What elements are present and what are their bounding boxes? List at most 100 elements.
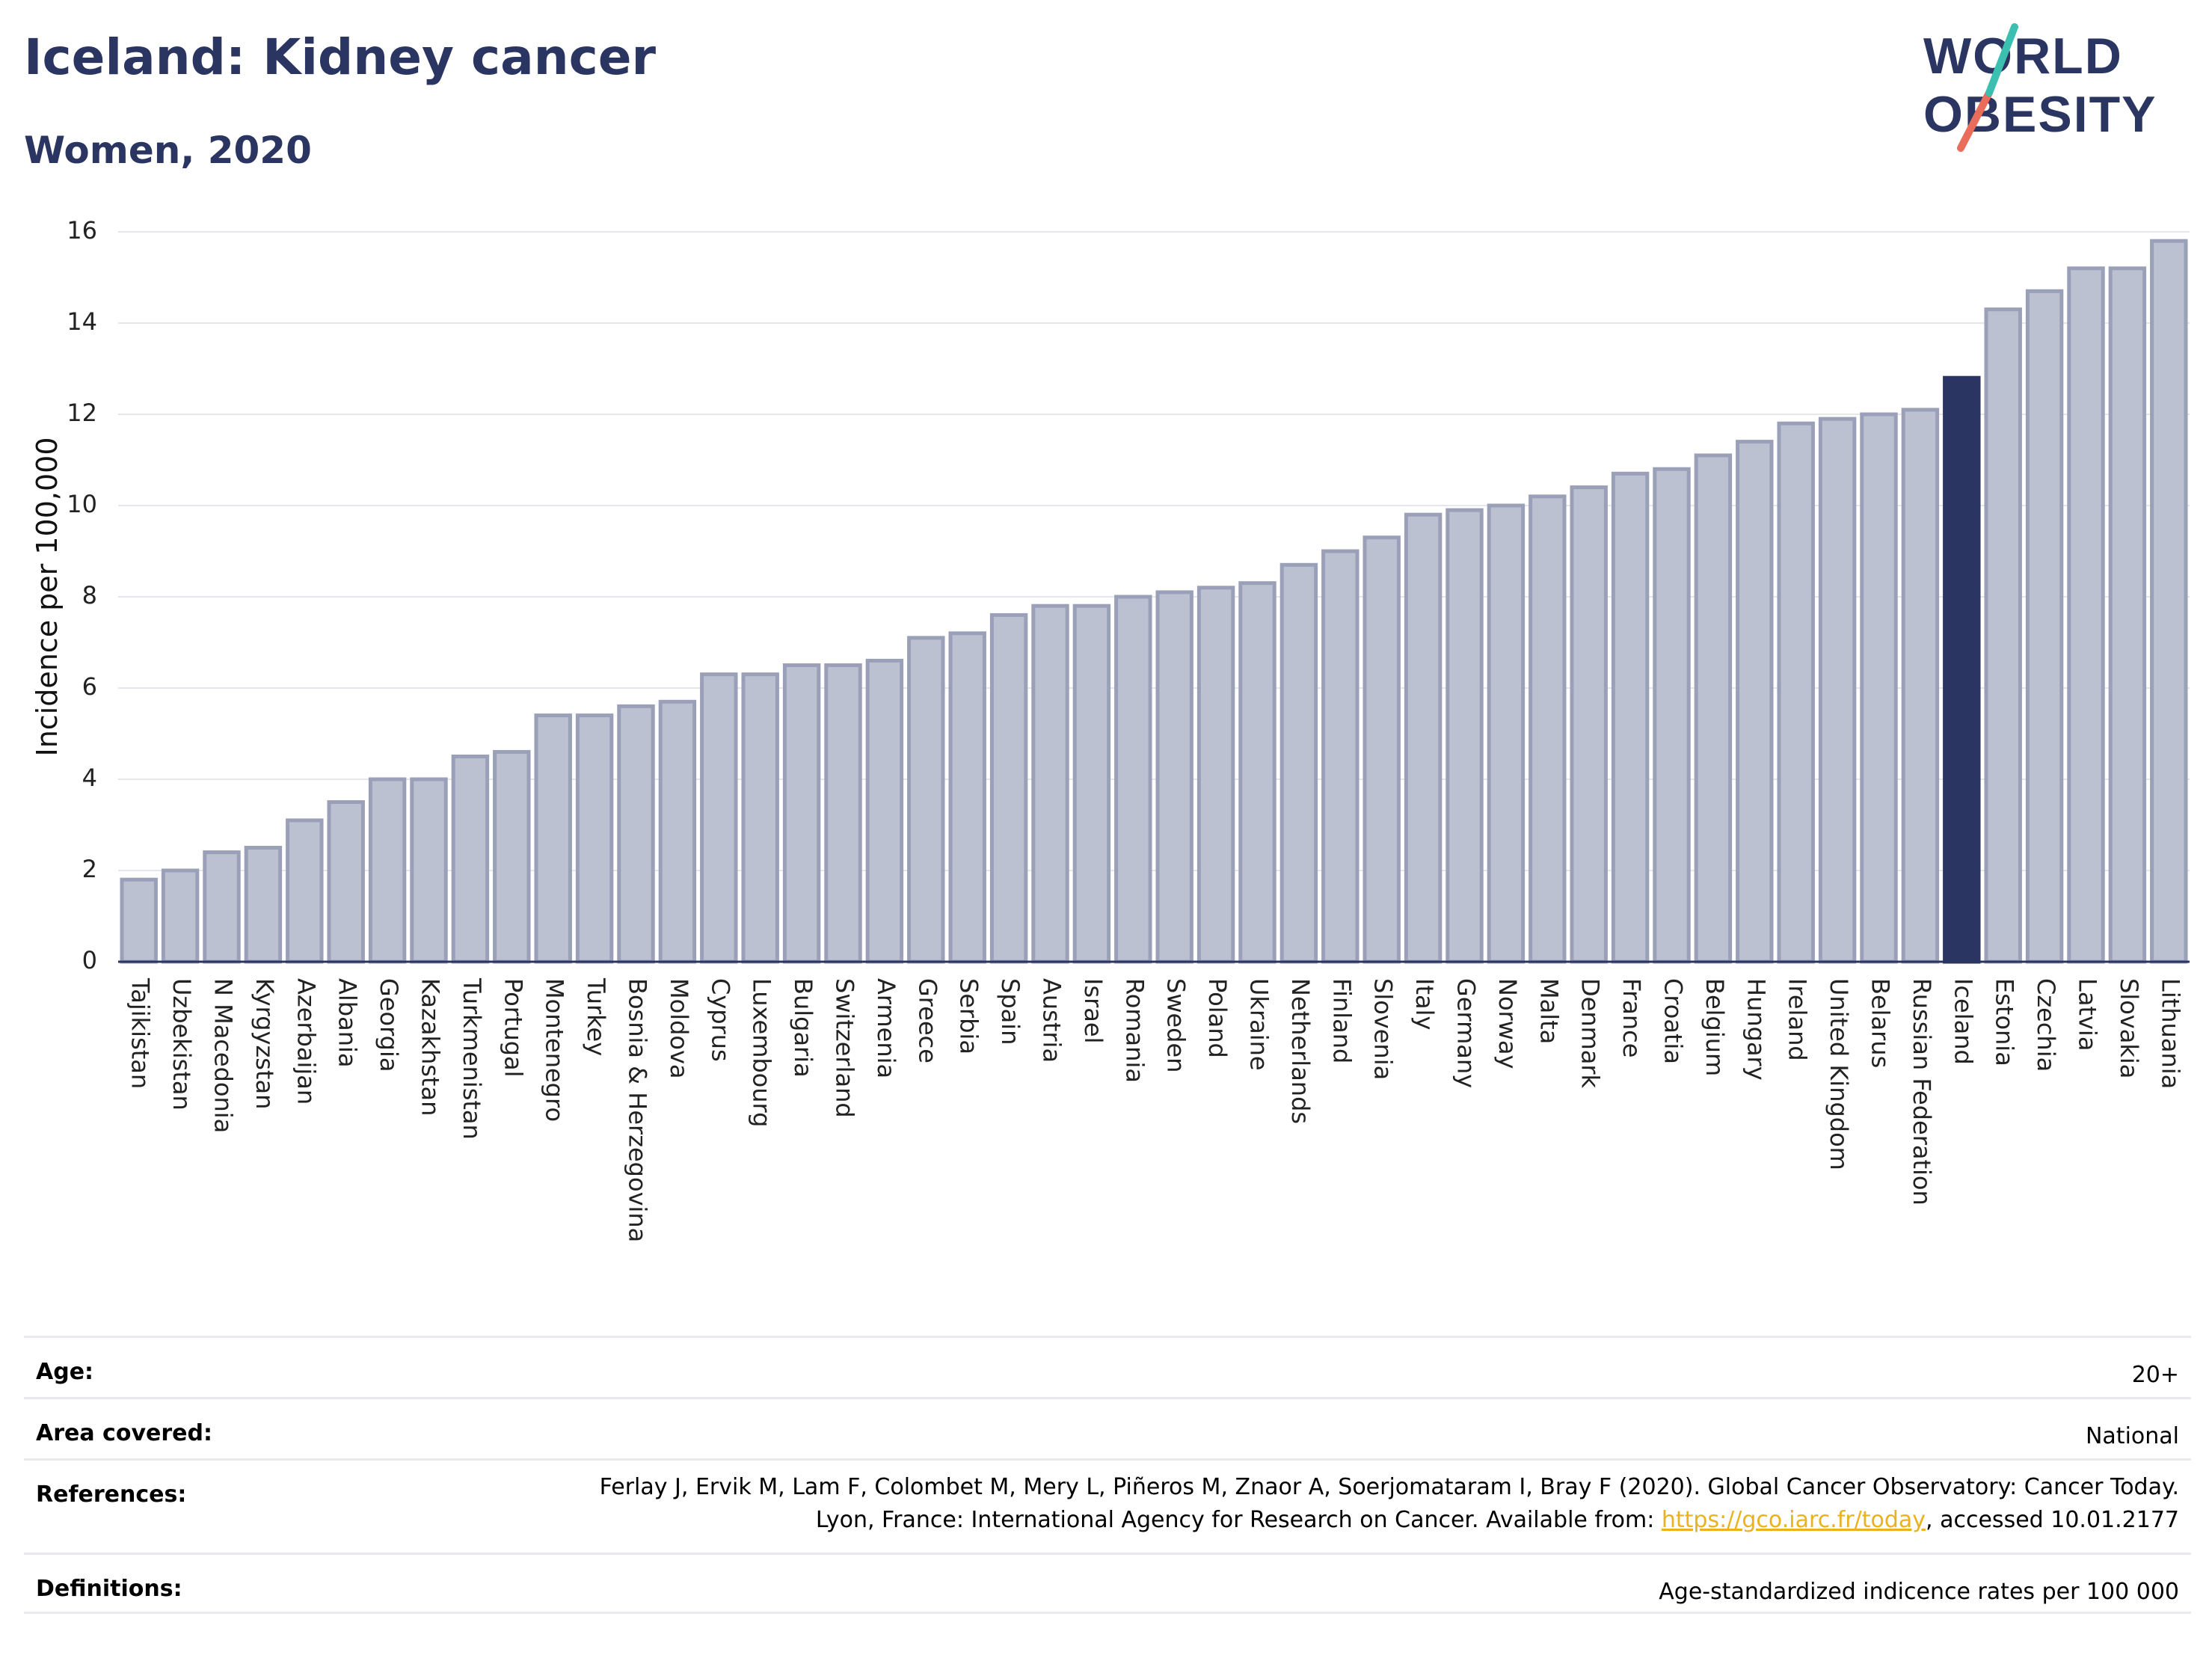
reference-accessed: , accessed 10.01.2177: [1926, 1507, 2179, 1533]
x-tick-label: Norway: [1493, 978, 1522, 1069]
x-tick-label: Portugal: [499, 978, 527, 1078]
bar-bosnia-herzegovina: [617, 704, 655, 964]
meta-row: Area covered: National: [24, 1397, 2191, 1458]
meta-value: 20+: [2131, 1362, 2179, 1388]
bar-russian-federation: [1901, 408, 1940, 964]
y-tick-label: 14: [67, 307, 97, 336]
bar-slovakia: [2108, 266, 2147, 964]
logo-text-obesity: OBESITY: [1923, 86, 2157, 143]
bar-denmark: [1570, 485, 1608, 964]
bar-n-macedonia: [203, 850, 241, 964]
y-tick-label: 10: [67, 490, 97, 518]
bar-cyprus: [700, 672, 738, 964]
bar-moldova: [658, 699, 697, 964]
bar-georgia: [368, 777, 407, 964]
x-tick-label: Cyprus: [706, 978, 734, 1062]
logo-slash-teal: [1985, 23, 2018, 96]
meta-value: Ferlay J, Ervik M, Lam F, Colombet M, Me…: [594, 1471, 2179, 1537]
x-tick-label: Georgia: [375, 978, 403, 1072]
meta-row: References: Ferlay J, Ervik M, Lam F, Col…: [24, 1458, 2191, 1553]
bar-kazakhstan: [410, 777, 448, 964]
x-tick-label: Greece: [913, 978, 941, 1063]
bar-tajikistan: [120, 877, 158, 964]
bar-malta: [1529, 494, 1567, 964]
bar-italy: [1404, 512, 1443, 964]
bar-france: [1611, 471, 1650, 964]
bar-hungary: [1736, 440, 1774, 964]
x-tick-label: Armenia: [872, 978, 900, 1078]
x-tick-label: Kyrgyzstan: [251, 978, 279, 1109]
x-tick-label: Luxembourg: [748, 978, 776, 1127]
x-tick-label: Spain: [996, 978, 1024, 1045]
meta-key: References:: [36, 1481, 187, 1508]
logo-slash-coral: [1957, 89, 1993, 152]
x-axis-ticks: Tajikistan Uzbekistan N Macedonia Kyrgyzsta…: [126, 977, 2185, 1242]
bar-uzbekistan: [161, 868, 200, 964]
x-tick-label: Netherlands: [1286, 978, 1315, 1124]
y-tick-label: 4: [82, 764, 97, 792]
x-tick-label: Serbia: [955, 978, 983, 1054]
x-tick-label: Turkmenistan: [458, 977, 486, 1140]
y-tick-label: 12: [67, 399, 97, 427]
bar-slovenia: [1362, 535, 1401, 964]
bar-latvia: [2067, 266, 2105, 964]
x-tick-label: Czechia: [2032, 978, 2060, 1072]
bar-israel: [1072, 604, 1111, 964]
bar-belarus: [1860, 412, 1898, 964]
meta-row: Age: 20+: [24, 1336, 2191, 1397]
y-axis-label: Incidence per 100,000: [31, 437, 64, 756]
x-tick-label: Kazakhstan: [417, 978, 445, 1116]
x-tick-label: Denmark: [1576, 978, 1605, 1089]
bar-ukraine: [1238, 581, 1276, 964]
meta-key: Definitions:: [36, 1576, 182, 1602]
bar-poland: [1196, 586, 1235, 964]
x-tick-label: Moldova: [665, 978, 693, 1079]
bar-czechia: [2025, 289, 2064, 964]
bar-bulgaria: [782, 663, 821, 964]
bar-greece: [907, 636, 945, 964]
bar-sweden: [1155, 590, 1193, 964]
x-tick-label: Germany: [1452, 978, 1481, 1088]
bar-serbia: [948, 631, 986, 964]
y-tick-label: 16: [67, 216, 97, 245]
x-tick-label: Tajikistan: [126, 977, 155, 1089]
x-tick-label: Latvia: [2074, 978, 2102, 1051]
bar-switzerland: [824, 663, 862, 964]
y-tick-label: 2: [82, 855, 97, 883]
y-axis-ticks: 0 2 4 6 8 10 12 14 16: [67, 216, 97, 974]
x-tick-label: Russian Federation: [1908, 978, 1936, 1206]
bar-azerbaijan: [286, 818, 324, 964]
x-tick-label: Malta: [1534, 978, 1563, 1044]
bar-austria: [1031, 604, 1069, 964]
bar-portugal: [493, 749, 531, 964]
x-tick-label: N Macedonia: [209, 978, 238, 1133]
x-tick-label: Turkey: [582, 977, 610, 1056]
x-tick-label: Lithuania: [2156, 978, 2184, 1089]
bar-ireland: [1777, 421, 1815, 964]
x-tick-label: Slovakia: [2115, 978, 2143, 1078]
x-tick-label: Montenegro: [541, 978, 569, 1122]
x-tick-label: Iceland: [1949, 978, 1977, 1065]
x-tick-label: Belgium: [1701, 978, 1729, 1076]
x-tick-label: Croatia: [1659, 978, 1688, 1064]
x-tick-label: Ireland: [1784, 978, 1812, 1061]
metadata-table: Age: 20+ Area covered: National References: F…: [24, 1336, 2191, 1614]
x-tick-label: Austria: [1038, 978, 1066, 1063]
meta-key: Age:: [36, 1359, 94, 1385]
reference-link[interactable]: https://gco.iarc.fr/today: [1661, 1507, 1926, 1533]
bar-chart: 0 2 4 6 8 10 12 14 16 Tajikistan Uzbekistan N Mace…: [31, 216, 2190, 1242]
bar-norway: [1487, 503, 1526, 964]
bar-spain: [989, 612, 1028, 964]
x-tick-label: Romania: [1120, 978, 1149, 1083]
x-tick-label: Estonia: [1991, 978, 2019, 1066]
x-tick-label: Italy: [1410, 978, 1439, 1030]
x-tick-label: Finland: [1327, 978, 1356, 1063]
logo-text-world: WORLD: [1923, 28, 2123, 85]
bar-armenia: [865, 658, 904, 964]
bar-croatia: [1653, 467, 1691, 964]
x-tick-label: Poland: [1203, 978, 1232, 1058]
bar-luxembourg: [741, 672, 779, 964]
bars: [120, 239, 2188, 964]
bar-lithuania: [2150, 239, 2188, 964]
bar-finland: [1321, 549, 1360, 964]
